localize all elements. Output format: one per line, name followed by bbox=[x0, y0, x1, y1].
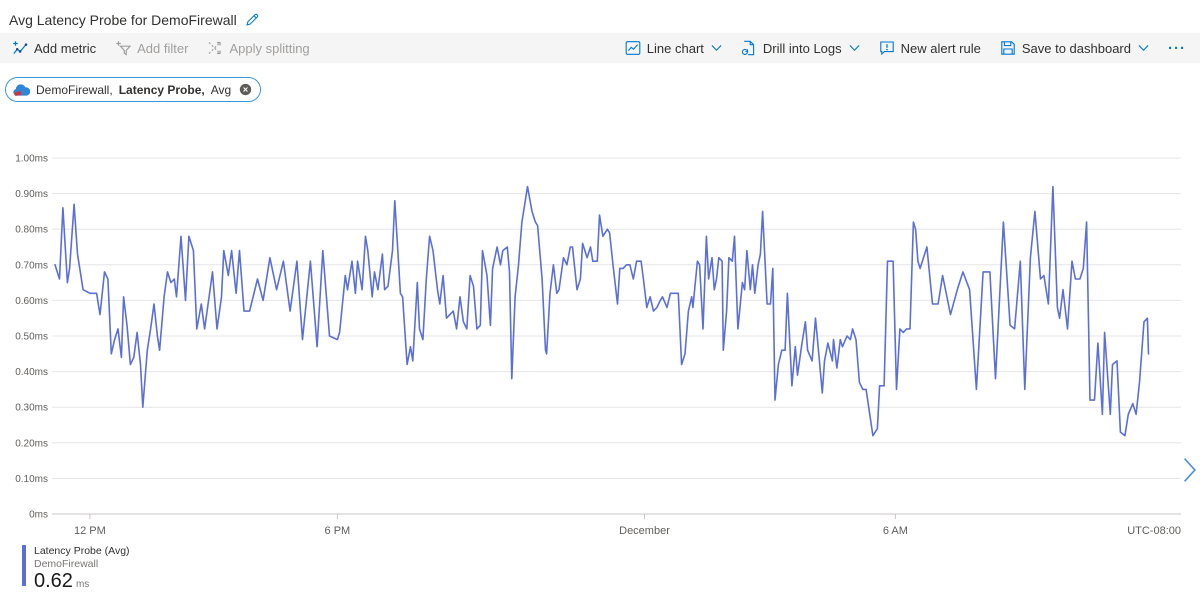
x-axis-label: 12 PM bbox=[74, 525, 106, 537]
y-axis-label: 0.60ms bbox=[15, 296, 48, 307]
apply-splitting-label: Apply splitting bbox=[229, 40, 310, 56]
drill-into-logs-button[interactable]: Drill into Logs bbox=[741, 40, 860, 56]
add-filter-label: Add filter bbox=[137, 40, 189, 56]
chart-type-button[interactable]: Line chart bbox=[625, 40, 722, 56]
line-chart-icon bbox=[625, 40, 641, 56]
y-axis-label: 0.90ms bbox=[15, 189, 48, 200]
y-axis-label: 0.30ms bbox=[15, 403, 48, 414]
add-filter-icon bbox=[115, 40, 132, 56]
pill-aggregation: Avg bbox=[210, 82, 232, 97]
legend-resource-name: DemoFirewall bbox=[34, 558, 99, 570]
new-alert-rule-button[interactable]: New alert rule bbox=[879, 40, 981, 56]
legend-item[interactable]: Latency Probe (Avg) DemoFirewall 0.62 ms bbox=[22, 545, 130, 593]
command-bar-right: Line chart Drill into Logs bbox=[625, 40, 1186, 57]
save-to-dashboard-button[interactable]: Save to dashboard bbox=[1000, 40, 1149, 56]
drill-into-logs-icon bbox=[741, 40, 757, 56]
metric-pill-row: DemoFirewall, Latency Probe, Avg bbox=[0, 63, 1200, 102]
firewall-icon bbox=[13, 83, 30, 97]
add-filter-button[interactable]: Add filter bbox=[115, 40, 188, 56]
y-axis-label: 0.80ms bbox=[15, 225, 48, 236]
new-alert-rule-icon bbox=[879, 40, 895, 56]
save-icon bbox=[1000, 40, 1016, 56]
y-axis-label: 0.10ms bbox=[15, 474, 48, 485]
latency-line-chart[interactable]: 0ms 0.10ms 0.20ms 0.30ms 0.40ms 0.50ms 0.60ms 0… bbox=[0, 140, 1200, 540]
drill-into-logs-label: Drill into Logs bbox=[762, 40, 842, 56]
x-axis-label: 6 PM bbox=[325, 525, 351, 537]
y-axis-label: 1.00ms bbox=[15, 154, 48, 165]
metric-pill[interactable]: DemoFirewall, Latency Probe, Avg bbox=[5, 77, 262, 102]
latency-series-line bbox=[54, 185, 1150, 437]
pill-resource: DemoFirewall, bbox=[36, 82, 113, 97]
x-axis-label: December bbox=[619, 525, 670, 537]
command-bar-left: Add metric Add filter bbox=[12, 40, 310, 56]
command-bar: Add metric Add filter bbox=[0, 33, 1200, 63]
pill-metric: Latency Probe, bbox=[118, 82, 205, 97]
scroll-right-chevron-icon[interactable] bbox=[1183, 457, 1197, 483]
add-metric-label: Add metric bbox=[34, 40, 97, 56]
more-commands-button[interactable]: ··· bbox=[1168, 39, 1186, 57]
chart-type-label: Line chart bbox=[646, 40, 704, 56]
edit-title-pencil-icon[interactable] bbox=[245, 12, 260, 27]
legend-unit: ms bbox=[75, 579, 90, 590]
legend-current-value: 0.62 ms bbox=[34, 570, 90, 592]
y-axis-label: 0ms bbox=[29, 510, 48, 521]
x-axis-label: 6 AM bbox=[883, 525, 908, 537]
apply-splitting-button[interactable]: Apply splitting bbox=[207, 40, 310, 56]
legend-series-name: Latency Probe (Avg) bbox=[34, 545, 130, 557]
legend-text: Latency Probe (Avg) DemoFirewall 0.62 ms bbox=[34, 545, 130, 593]
page-title: Avg Latency Probe for DemoFirewall bbox=[9, 11, 237, 28]
chart-title-row: Avg Latency Probe for DemoFirewall bbox=[0, 0, 1200, 33]
chevron-down-icon bbox=[711, 44, 722, 52]
chevron-down-icon bbox=[849, 44, 860, 52]
y-axis-label: 0.20ms bbox=[15, 438, 48, 449]
legend-swatch bbox=[22, 545, 26, 586]
save-to-dashboard-label: Save to dashboard bbox=[1021, 40, 1131, 56]
y-axis-label: 0.40ms bbox=[15, 367, 48, 378]
new-alert-rule-label: New alert rule bbox=[900, 40, 981, 56]
timezone-label: UTC-08:00 bbox=[1127, 525, 1181, 537]
y-axis-label: 0.50ms bbox=[15, 332, 48, 343]
chart-area: 0ms 0.10ms 0.20ms 0.30ms 0.40ms 0.50ms 0.60ms 0… bbox=[0, 140, 1200, 545]
pill-close-icon[interactable] bbox=[239, 83, 252, 96]
chevron-down-icon bbox=[1138, 44, 1149, 52]
add-metric-icon bbox=[12, 40, 28, 56]
add-metric-button[interactable]: Add metric bbox=[12, 40, 96, 56]
apply-splitting-icon bbox=[207, 40, 223, 56]
y-axis-label: 0.70ms bbox=[15, 260, 48, 271]
